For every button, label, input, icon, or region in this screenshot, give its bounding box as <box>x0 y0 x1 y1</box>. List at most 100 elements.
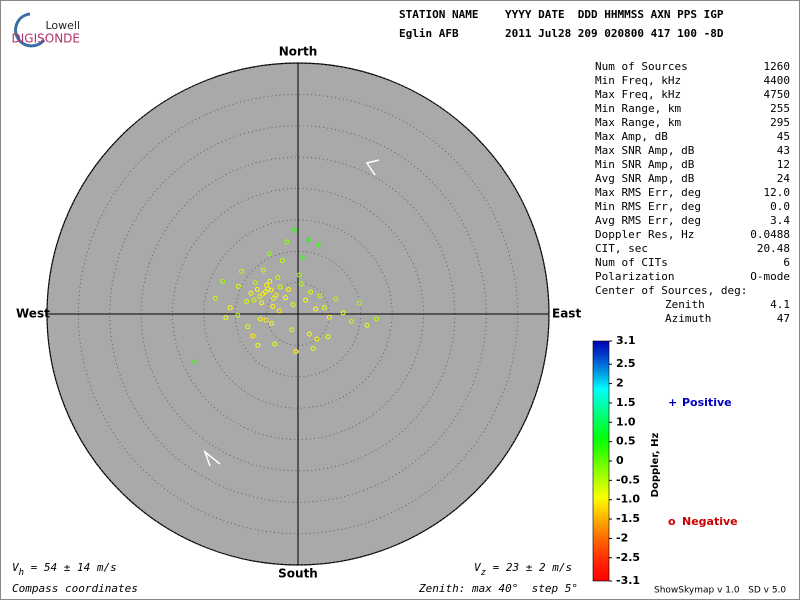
stat-value: 20.48 <box>757 242 790 255</box>
stat-value: O-mode <box>750 270 790 283</box>
logo-arc <box>14 12 46 48</box>
source-negative <box>266 251 272 257</box>
stat-label: Min Freq, kHz <box>595 74 681 87</box>
stat-label: Avg SNR Amp, dB <box>595 172 695 185</box>
stat-value: 24 <box>777 172 791 185</box>
source-negative <box>286 287 292 293</box>
header-line: Eglin AFB 2011 Jul28 209 020800 417 100 … <box>399 27 724 40</box>
vz-value: = 23 ± 2 m/s <box>486 561 572 574</box>
stat-value: 12 <box>777 158 790 171</box>
source-positive <box>305 236 312 243</box>
source-negative <box>269 320 275 326</box>
source-negative <box>220 278 226 284</box>
source-negative <box>317 293 323 299</box>
stat-label: Polarization <box>595 270 674 283</box>
stat-value: 3.4 <box>770 214 790 227</box>
source-negative <box>277 284 283 290</box>
colorbar-tick-label: 0.5 <box>616 435 636 448</box>
colorbar-tick-label: 2.5 <box>616 357 636 370</box>
source-negative <box>260 291 266 297</box>
source-negative <box>244 298 250 304</box>
source-positive <box>291 226 298 233</box>
source-negative <box>257 316 263 322</box>
dir-north: North <box>279 45 317 59</box>
source-negative <box>251 297 257 303</box>
stat-label: Max SNR Amp, dB <box>595 144 695 157</box>
vz-sub: z <box>481 568 486 578</box>
source-negative <box>296 272 302 278</box>
source-negative <box>255 342 261 348</box>
stat-label: Min Range, km <box>595 102 681 115</box>
source-negative <box>272 341 278 347</box>
legend-label: Negative <box>682 515 738 528</box>
header-line: STATION NAME YYYY DATE DDD HHMMSS AXN PP… <box>399 8 724 21</box>
stat-section: Center of Sources, deg: <box>595 284 747 297</box>
stat-value: 12.0 <box>764 186 791 199</box>
stat-value: 4750 <box>764 88 791 101</box>
source-negative <box>290 302 296 308</box>
source-negative <box>303 297 309 303</box>
source-negative <box>333 296 339 302</box>
stat-label: CIT, sec <box>595 242 648 255</box>
stat-label: Doppler Res, Hz <box>595 228 694 241</box>
source-negative <box>235 283 241 289</box>
source-positive <box>315 241 322 248</box>
colorbar-tick-label: -2 <box>616 531 628 544</box>
stat-value: 0.0488 <box>750 228 790 241</box>
stat-label: Min SNR Amp, dB <box>595 158 695 171</box>
stat-label: Azimuth <box>665 312 711 325</box>
stat-value: 295 <box>770 116 790 129</box>
dir-east: East <box>552 307 581 321</box>
source-negative <box>325 334 331 340</box>
source-negative <box>212 295 218 301</box>
vh-text: Vh = 54 ± 14 m/s <box>12 561 117 578</box>
source-negative <box>289 327 295 333</box>
source-negative <box>271 295 277 301</box>
stat-value: 0.0 <box>770 200 790 213</box>
source-negative <box>276 308 282 314</box>
stat-value: 4400 <box>764 74 791 87</box>
source-negative <box>298 281 304 287</box>
direction-chevron <box>203 449 221 467</box>
source-negative <box>293 349 299 355</box>
colorbar-tick-label: 1.0 <box>616 415 636 428</box>
stat-label: Max Range, km <box>595 116 681 129</box>
stat-label: Zenith <box>665 298 705 311</box>
source-negative <box>279 258 285 264</box>
colorbar-tick-label: 1.5 <box>616 396 636 409</box>
source-negative <box>268 287 274 293</box>
source-negative <box>270 303 276 309</box>
stat-value: 6 <box>783 256 790 269</box>
stat-label: Avg RMS Err, deg <box>595 214 701 227</box>
colorbar-tick-label: -0.5 <box>616 473 640 486</box>
colorbar-label: Doppler, Hz <box>650 433 661 498</box>
source-negative <box>348 319 354 325</box>
zenith-note: Zenith: max 40° step 5° <box>418 582 578 595</box>
colorbar-tick-label: -1.5 <box>616 512 640 525</box>
source-negative <box>245 324 251 330</box>
source-negative <box>267 278 273 284</box>
source-negative <box>227 305 233 311</box>
stat-label: Num of Sources <box>595 60 688 73</box>
source-negative <box>248 290 254 296</box>
vh-sub: h <box>19 568 24 578</box>
source-negative <box>263 317 269 323</box>
stat-value: 43 <box>777 144 790 157</box>
logo-bottom: DIGISONDE <box>12 32 80 46</box>
legend-marker: o <box>668 515 676 528</box>
stat-label: Num of CITs <box>595 256 668 269</box>
source-negative <box>373 316 379 322</box>
stat-label: Max Freq, kHz <box>595 88 681 101</box>
colorbar-tick-label: 2 <box>616 377 624 390</box>
source-positive <box>192 358 199 365</box>
source-negative <box>235 312 241 318</box>
source-negative <box>282 295 288 301</box>
colorbar-tick-label: -1.0 <box>616 493 640 506</box>
source-negative <box>273 292 279 298</box>
vh-symbol: V <box>12 561 20 574</box>
source-negative <box>321 305 327 311</box>
dir-south: South <box>278 567 318 581</box>
source-negative <box>259 300 265 306</box>
logo-top: Lowell <box>45 19 80 32</box>
